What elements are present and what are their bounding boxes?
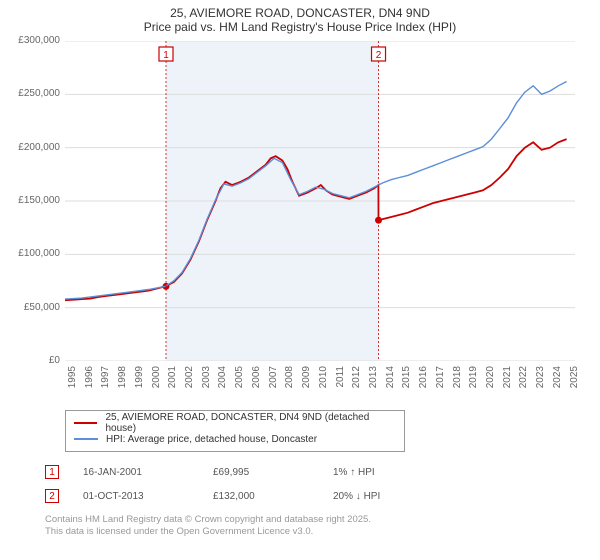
x-tick-label: 2001 [167,366,178,396]
y-tick-label: £150,000 [15,195,60,206]
event-date: 01-OCT-2013 [83,491,213,502]
chart-title: 25, AVIEMORE ROAD, DONCASTER, DN4 9ND Pr… [0,0,600,36]
x-tick-label: 1997 [100,366,111,396]
title-line1: 25, AVIEMORE ROAD, DONCASTER, DN4 9ND [0,6,600,20]
x-tick-label: 2022 [518,366,529,396]
legend-swatch [74,422,97,424]
y-tick-label: £50,000 [15,302,60,313]
event-price: £69,995 [213,467,333,478]
x-tick-label: 2012 [351,366,362,396]
x-tick-label: 2023 [535,366,546,396]
x-tick-label: 2018 [452,366,463,396]
x-tick-label: 2017 [435,366,446,396]
x-tick-label: 1999 [134,366,145,396]
y-tick-label: £0 [15,355,60,366]
event-marker-num: 1 [163,50,169,61]
event-marker-num: 2 [376,50,382,61]
event-row: 1 16-JAN-2001£69,9951% ↑ HPI [45,460,600,484]
event-badge: 2 [45,489,59,503]
legend-swatch [74,438,98,440]
event-date: 16-JAN-2001 [83,467,213,478]
x-tick-label: 2004 [217,366,228,396]
event-row: 2 01-OCT-2013£132,00020% ↓ HPI [45,484,600,508]
event-badge: 1 [45,465,59,479]
x-tick-label: 2025 [569,366,580,396]
legend-label: 25, AVIEMORE ROAD, DONCASTER, DN4 9ND (d… [105,412,396,434]
x-tick-label: 2014 [385,366,396,396]
event-delta: 20% ↓ HPI [333,491,453,502]
x-tick-label: 2013 [368,366,379,396]
plot-area: 12 [65,41,575,361]
y-tick-label: £300,000 [15,35,60,46]
legend-row: 25, AVIEMORE ROAD, DONCASTER, DN4 9ND (d… [74,415,396,431]
event-price: £132,000 [213,491,333,502]
x-tick-label: 2002 [184,366,195,396]
x-tick-label: 2006 [251,366,262,396]
x-tick-label: 2007 [268,366,279,396]
x-tick-label: 2021 [502,366,513,396]
title-line2: Price paid vs. HM Land Registry's House … [0,20,600,34]
x-tick-label: 2020 [485,366,496,396]
x-tick-label: 1998 [117,366,128,396]
x-tick-label: 2019 [468,366,479,396]
event-delta: 1% ↑ HPI [333,467,453,478]
chart-container: £0 £50,000 £100,000 £150,000 £200,000 £250,00… [15,36,585,406]
legend-label: HPI: Average price, detached house, Donc… [106,434,317,445]
x-tick-label: 2000 [151,366,162,396]
x-tick-label: 2016 [418,366,429,396]
x-tick-label: 2009 [301,366,312,396]
x-tick-label: 2011 [335,366,346,396]
x-tick-label: 1995 [67,366,78,396]
x-tick-label: 2008 [284,366,295,396]
chart-svg: 12 [65,41,575,361]
y-tick-label: £250,000 [15,88,60,99]
footnote-line1: Contains HM Land Registry data © Crown c… [45,514,600,526]
x-tick-label: 2024 [552,366,563,396]
x-tick-label: 2003 [201,366,212,396]
x-tick-label: 2015 [401,366,412,396]
footnote: Contains HM Land Registry data © Crown c… [45,514,600,539]
footnote-line2: This data is licensed under the Open Gov… [45,526,600,538]
legend: 25, AVIEMORE ROAD, DONCASTER, DN4 9ND (d… [65,410,405,452]
x-tick-label: 1996 [84,366,95,396]
y-tick-label: £100,000 [15,248,60,259]
y-tick-label: £200,000 [15,142,60,153]
events-table: 1 16-JAN-2001£69,9951% ↑ HPI 2 01-OCT-2013£… [45,460,600,508]
x-tick-label: 2005 [234,366,245,396]
x-tick-label: 2010 [318,366,329,396]
